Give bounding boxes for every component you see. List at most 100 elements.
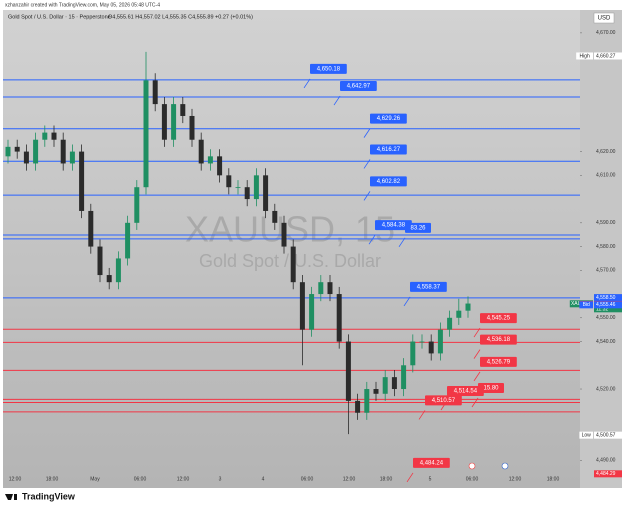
candle-body <box>299 282 305 330</box>
candle-body <box>235 187 241 189</box>
candle-body <box>125 222 131 259</box>
candle-body <box>115 258 121 283</box>
price-marker <box>594 52 622 60</box>
callout-pointer <box>398 237 406 248</box>
price-marker-label: 4,558.50 <box>596 295 616 301</box>
x-tick-label: 12:00 <box>509 476 522 482</box>
legend-symbol: Gold Spot / U.S. Dollar · 15 · Peppersto… <box>8 14 111 20</box>
x-tick-label: 06:00 <box>301 476 314 482</box>
callout <box>480 356 517 367</box>
candle-body <box>410 341 416 366</box>
x-tick-label: 06:00 <box>466 476 479 482</box>
x-tick-label: 06:00 <box>134 476 147 482</box>
credit: xzhanzahir created with TradingView.com,… <box>5 2 160 8</box>
callout <box>370 144 407 155</box>
brand-logo <box>5 494 17 500</box>
callout <box>480 313 517 324</box>
x-tick-label: 3 <box>219 476 222 482</box>
candle-body <box>198 139 204 164</box>
callout-pointer <box>363 128 371 138</box>
y-tick-label: 4,620.00 <box>596 149 616 155</box>
y-tick-label: 4,570.00 <box>596 268 616 274</box>
x-tick-label: 5 <box>429 476 432 482</box>
callout-pointer <box>403 296 411 307</box>
candle-body <box>309 294 315 330</box>
candle-body <box>355 400 361 413</box>
callout-label: 4,616.27 <box>377 147 401 153</box>
x-tick-label: 18:00 <box>46 476 59 482</box>
x-tick-label: 12:00 <box>177 476 190 482</box>
candle-body <box>226 175 232 188</box>
candle-body <box>447 317 453 330</box>
price-tag <box>579 431 593 439</box>
candle-body <box>60 139 66 164</box>
callout-label: 4,558.37 <box>417 284 441 290</box>
candle-body <box>33 139 39 164</box>
event-icon[interactable] <box>501 462 509 470</box>
y-tick-label: 4,610.00 <box>596 173 616 179</box>
callout-label: 4,484.24 <box>420 461 444 467</box>
price-marker <box>594 470 622 478</box>
callout-pointer <box>471 397 479 408</box>
y-tick-label: 4,580.00 <box>596 244 616 250</box>
x-tick-label: 18:00 <box>380 476 393 482</box>
callout-pointer <box>473 349 481 359</box>
candle-body <box>23 151 29 164</box>
y-tick-label: 4,490.00 <box>596 458 616 464</box>
callout <box>425 395 462 406</box>
candle-body <box>14 146 20 152</box>
callout-pointer <box>473 327 481 338</box>
callout <box>410 281 447 292</box>
candle-body <box>401 365 407 390</box>
callout <box>447 385 484 396</box>
callout-pointer <box>406 472 414 483</box>
currency-box[interactable] <box>593 12 615 24</box>
callout <box>375 220 412 231</box>
candle-body <box>263 175 269 211</box>
candle-body <box>106 275 112 283</box>
callout-label: 4,536.18 <box>487 337 511 343</box>
callout-label: 4,602.82 <box>377 179 401 185</box>
price-marker-label: 4,555.46 <box>596 302 616 308</box>
callout-pointer <box>303 78 311 89</box>
callout-label: 4,514.54 <box>454 389 478 395</box>
callout <box>480 334 517 345</box>
callout-label: 15.80 <box>483 386 499 392</box>
callout-pointer <box>473 371 481 382</box>
legend-values: O4,555.61 H4,557.02 L4,555.35 C4,555.89 … <box>108 14 253 20</box>
candle-body <box>428 341 434 354</box>
candle-body <box>88 210 94 247</box>
candle-body <box>171 104 177 140</box>
candle-body <box>419 341 425 343</box>
callout-label: 4,584.38 <box>382 223 406 229</box>
candle-body <box>327 282 333 295</box>
candle-body <box>217 156 223 176</box>
callout <box>370 176 407 187</box>
candle-body <box>143 80 149 188</box>
price-marker <box>594 301 622 309</box>
callout-pointer <box>333 95 341 106</box>
price-marker-sub: 11:32 <box>596 307 608 313</box>
candle-body <box>69 151 75 164</box>
x-tick-label: 12:00 <box>343 476 356 482</box>
callout-label: 4,642.97 <box>347 84 371 90</box>
candle-body <box>5 146 11 157</box>
candle-body <box>437 329 443 354</box>
callout-pointer <box>418 410 426 420</box>
price-marker-label: 4,500.57 <box>596 432 616 438</box>
candle-body <box>465 303 471 311</box>
price-tag-label: Bid <box>583 302 590 308</box>
callout-label: 4,510.57 <box>432 398 456 404</box>
candle-body <box>253 175 259 200</box>
candle-body <box>180 104 186 116</box>
price-marker <box>594 431 622 439</box>
candle-body <box>391 377 397 390</box>
callout-label: 4,526.79 <box>487 359 511 365</box>
candle-body <box>456 310 462 318</box>
price-marker-label: 4,660.27 <box>596 53 616 59</box>
candle-body <box>97 246 103 276</box>
event-icon[interactable] <box>468 462 476 470</box>
watermark-sub: Gold Spot / U.S. Dollar <box>199 251 381 271</box>
x-tick-label: 18:00 <box>547 476 560 482</box>
callout-label: 4,545.25 <box>487 316 511 322</box>
